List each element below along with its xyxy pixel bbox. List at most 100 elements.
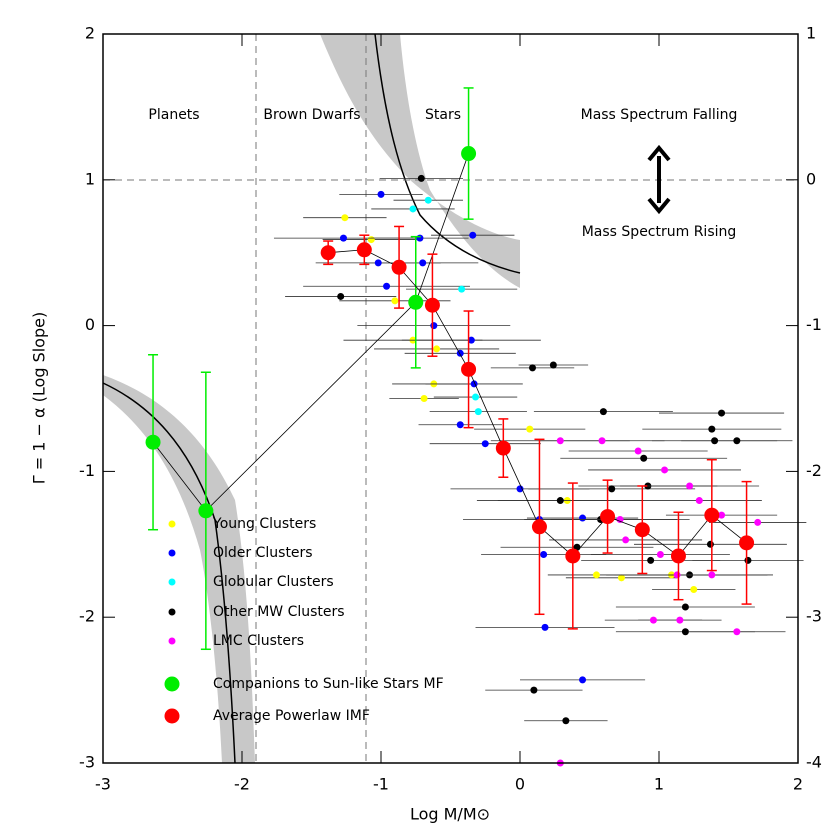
point (424, 196, 432, 204)
y2-tick-label: -1 (806, 315, 822, 334)
point (733, 628, 741, 636)
region-dividers (103, 34, 798, 763)
point (708, 425, 716, 433)
point (530, 686, 538, 694)
point (461, 146, 477, 162)
legend-marker (164, 676, 180, 692)
point (661, 466, 669, 474)
point (695, 497, 703, 505)
y-tick-label: 1 (85, 169, 95, 188)
point (617, 574, 625, 582)
legend-marker (168, 578, 176, 586)
theory-band (320, 34, 520, 288)
point (337, 292, 345, 300)
point (391, 259, 407, 275)
point (670, 548, 686, 564)
legend-label: Other MW Clusters (213, 604, 345, 620)
connecting-line (152, 153, 469, 512)
x-tick-label: -1 (373, 775, 389, 794)
y-axis-label: Γ = 1 − α (Log Slope) (30, 312, 49, 484)
x-tick-label: -2 (234, 775, 250, 794)
connecting-line (328, 249, 747, 557)
annotation: Mass Spectrum Rising (582, 224, 737, 240)
point (579, 514, 587, 522)
point (469, 231, 477, 239)
point (409, 205, 417, 213)
point (420, 395, 428, 402)
point (647, 556, 655, 564)
point (433, 345, 441, 353)
point (549, 361, 557, 369)
point (391, 297, 399, 305)
point (516, 485, 524, 493)
point (374, 259, 382, 267)
legend-marker (168, 520, 176, 528)
x-tick-label: 0 (515, 775, 525, 794)
point (356, 242, 372, 258)
point (562, 717, 570, 725)
point (424, 297, 440, 313)
point (474, 408, 482, 416)
point (367, 236, 375, 244)
point (408, 294, 424, 310)
theory-curve (102, 382, 236, 764)
point (718, 409, 726, 417)
arrow-heads (647, 144, 671, 215)
y-tick-label: -1 (79, 461, 95, 480)
y-tick-label: -2 (79, 607, 95, 626)
point (690, 585, 698, 593)
y-tick-label: 2 (85, 24, 95, 43)
point (565, 548, 581, 564)
point (733, 437, 741, 445)
point (467, 336, 475, 344)
point (339, 234, 347, 242)
annotation: Brown Dwarfs (263, 107, 360, 123)
point (686, 482, 694, 490)
point (341, 214, 349, 222)
point (640, 454, 648, 462)
point (744, 556, 752, 564)
theory-band (103, 375, 255, 763)
y-tick-label: -3 (79, 753, 95, 772)
point (495, 440, 511, 456)
annotation: Mass Spectrum Falling (581, 107, 738, 123)
point (656, 551, 664, 559)
point (673, 571, 681, 579)
legend-marker (168, 549, 176, 557)
point (320, 245, 336, 261)
plot (145, 87, 807, 767)
legend-label: Young Clusters (212, 516, 316, 532)
point (676, 616, 684, 624)
y2-tick-label: -4 (806, 753, 822, 772)
x-tick-label: 2 (793, 775, 803, 794)
point (461, 361, 477, 377)
point (754, 518, 762, 526)
point (556, 437, 564, 445)
point (681, 603, 689, 611)
point (608, 485, 616, 493)
point (458, 285, 466, 293)
point (706, 540, 714, 548)
point (531, 519, 547, 535)
legend-marker (164, 708, 180, 724)
annotation: Stars (425, 107, 461, 123)
point (472, 393, 480, 401)
point (681, 628, 689, 636)
point (649, 616, 657, 624)
point (739, 535, 755, 551)
legend-label: LMC Clusters (213, 633, 304, 649)
point (377, 190, 385, 198)
point (704, 507, 720, 523)
legend-label: Older Clusters (213, 545, 313, 561)
point (145, 434, 161, 450)
point (456, 421, 464, 429)
y2-tick-label: 1 (806, 24, 816, 43)
point (541, 623, 549, 631)
point (383, 282, 391, 290)
point (711, 437, 719, 445)
double-arrow (647, 144, 671, 215)
y2-tick-label: 0 (806, 169, 816, 188)
legend-label: Companions to Sun-like Stars MF (213, 676, 444, 692)
point (526, 425, 534, 433)
